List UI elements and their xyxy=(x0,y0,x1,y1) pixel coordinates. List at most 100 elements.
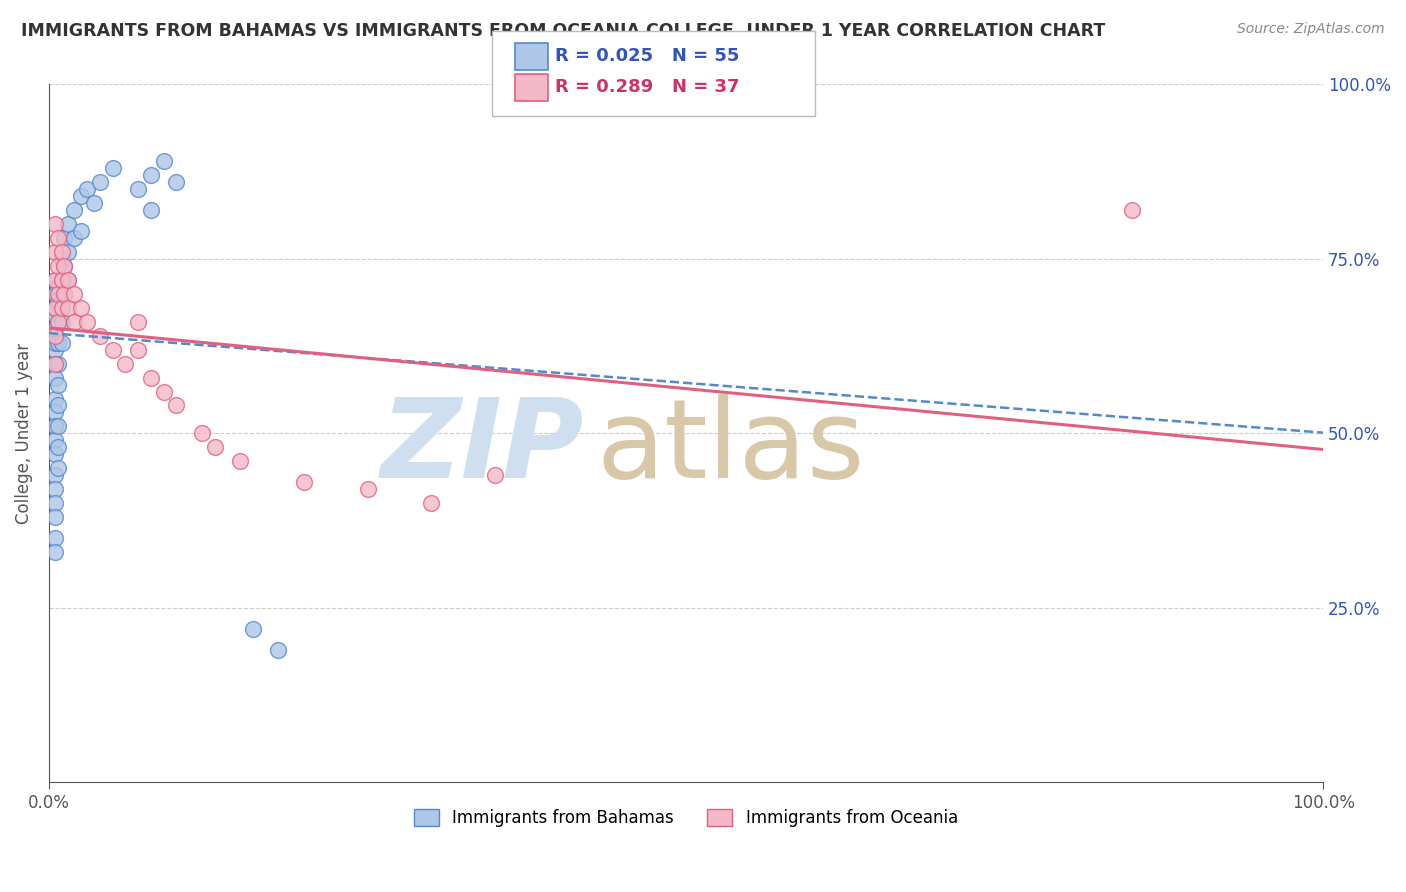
Text: Source: ZipAtlas.com: Source: ZipAtlas.com xyxy=(1237,22,1385,37)
Point xyxy=(46,441,69,455)
Point xyxy=(44,357,66,371)
Point xyxy=(152,154,174,169)
Point xyxy=(51,244,73,259)
Point xyxy=(46,259,69,273)
Point xyxy=(53,259,76,273)
Point xyxy=(44,322,66,336)
Point xyxy=(83,196,105,211)
Point xyxy=(69,224,91,238)
Point xyxy=(51,335,73,350)
Point xyxy=(46,335,69,350)
Text: atlas: atlas xyxy=(598,394,865,500)
Point xyxy=(44,419,66,434)
Point xyxy=(63,202,86,217)
Point xyxy=(191,426,214,441)
Point xyxy=(1121,202,1143,217)
Point xyxy=(89,328,111,343)
Point xyxy=(44,301,66,315)
Point xyxy=(44,434,66,448)
Point xyxy=(46,315,69,329)
Point xyxy=(101,343,124,357)
Point xyxy=(44,286,66,301)
Text: ZIP: ZIP xyxy=(381,394,583,500)
Text: IMMIGRANTS FROM BAHAMAS VS IMMIGRANTS FROM OCEANIA COLLEGE, UNDER 1 YEAR CORRELA: IMMIGRANTS FROM BAHAMAS VS IMMIGRANTS FR… xyxy=(21,22,1105,40)
Point xyxy=(44,217,66,231)
Point xyxy=(152,384,174,399)
Point xyxy=(139,202,162,217)
Point xyxy=(114,357,136,371)
Point xyxy=(63,231,86,245)
Point xyxy=(53,231,76,245)
Point xyxy=(44,273,66,287)
Point xyxy=(46,399,69,413)
Point xyxy=(46,286,69,301)
Point xyxy=(76,315,98,329)
Point xyxy=(51,293,73,308)
Point xyxy=(242,622,264,636)
Point xyxy=(56,301,79,315)
Point xyxy=(127,182,149,196)
Point xyxy=(51,252,73,266)
Point xyxy=(51,273,73,287)
Point xyxy=(46,377,69,392)
Point xyxy=(44,392,66,406)
Point xyxy=(46,231,69,245)
Point xyxy=(44,335,66,350)
Point xyxy=(51,315,73,329)
Point xyxy=(139,370,162,384)
Point xyxy=(44,343,66,357)
Point xyxy=(139,168,162,182)
Point xyxy=(44,545,66,559)
Point xyxy=(51,301,73,315)
Point xyxy=(53,286,76,301)
Point xyxy=(56,244,79,259)
Point xyxy=(44,510,66,524)
Point xyxy=(44,357,66,371)
Point xyxy=(44,531,66,545)
Point xyxy=(44,370,66,384)
Point xyxy=(76,182,98,196)
Point xyxy=(69,301,91,315)
Point xyxy=(229,454,252,468)
Point xyxy=(204,441,226,455)
Point xyxy=(420,496,443,510)
Y-axis label: College, Under 1 year: College, Under 1 year xyxy=(15,343,32,524)
Text: R = 0.289   N = 37: R = 0.289 N = 37 xyxy=(555,78,740,96)
Point xyxy=(53,259,76,273)
Point xyxy=(46,315,69,329)
Point xyxy=(46,419,69,434)
Point xyxy=(44,328,66,343)
Point xyxy=(89,175,111,189)
Point xyxy=(63,315,86,329)
Point xyxy=(44,482,66,496)
Point xyxy=(56,273,79,287)
Text: R = 0.025   N = 55: R = 0.025 N = 55 xyxy=(555,47,740,65)
Point xyxy=(69,189,91,203)
Point xyxy=(44,447,66,461)
Point xyxy=(101,161,124,176)
Point xyxy=(46,461,69,475)
Point xyxy=(44,244,66,259)
Point xyxy=(63,286,86,301)
Point xyxy=(292,475,315,490)
Point xyxy=(44,308,66,322)
Point xyxy=(44,468,66,483)
Point xyxy=(165,175,187,189)
Point xyxy=(127,315,149,329)
Point xyxy=(44,273,66,287)
Point xyxy=(51,273,73,287)
Point xyxy=(484,468,506,483)
Point xyxy=(53,286,76,301)
Point xyxy=(56,217,79,231)
Point xyxy=(44,496,66,510)
Point xyxy=(44,405,66,419)
Point xyxy=(127,343,149,357)
Legend: Immigrants from Bahamas, Immigrants from Oceania: Immigrants from Bahamas, Immigrants from… xyxy=(408,802,965,833)
Point xyxy=(46,293,69,308)
Point xyxy=(46,357,69,371)
Point xyxy=(44,301,66,315)
Point xyxy=(165,399,187,413)
Point xyxy=(356,482,378,496)
Point xyxy=(46,280,69,294)
Point xyxy=(267,642,290,657)
